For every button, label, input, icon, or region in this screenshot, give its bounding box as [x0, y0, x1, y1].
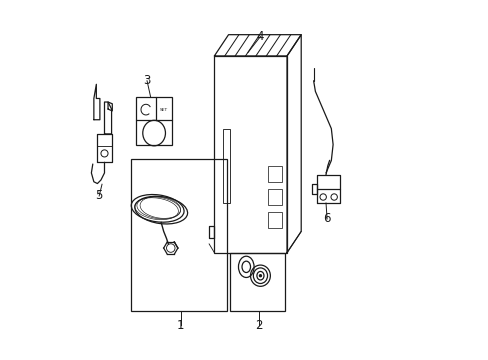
Bar: [214, 56, 286, 253]
Circle shape: [259, 275, 261, 277]
Text: 3: 3: [143, 74, 150, 87]
Text: 1: 1: [177, 319, 184, 332]
Bar: [267, 212, 281, 228]
Bar: [223, 129, 229, 203]
Bar: [230, 253, 285, 311]
Bar: [136, 97, 171, 145]
Bar: [267, 189, 281, 205]
Text: 4: 4: [256, 30, 264, 43]
Text: 5: 5: [95, 189, 102, 202]
Text: 2: 2: [254, 319, 262, 332]
Text: SET: SET: [160, 108, 168, 112]
Text: 6: 6: [323, 212, 330, 225]
Bar: [267, 166, 281, 182]
Bar: [131, 159, 226, 311]
